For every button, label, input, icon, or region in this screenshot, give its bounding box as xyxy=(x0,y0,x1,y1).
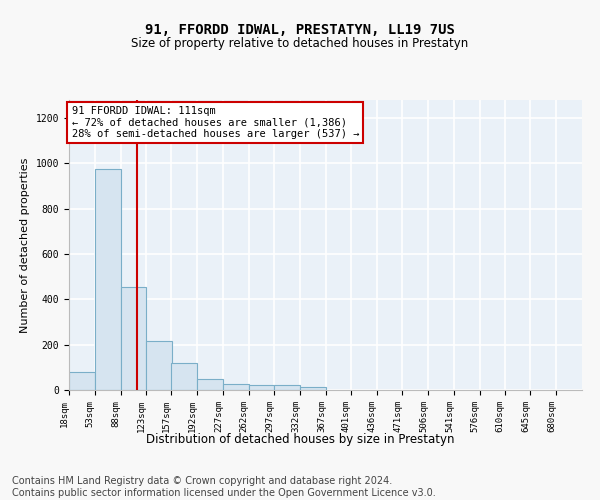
Bar xyxy=(300,388,326,390)
Bar xyxy=(248,385,274,390)
Bar xyxy=(223,384,248,390)
Bar xyxy=(197,380,223,390)
Text: Size of property relative to detached houses in Prestatyn: Size of property relative to detached ho… xyxy=(131,38,469,51)
Text: 91, FFORDD IDWAL, PRESTATYN, LL19 7US: 91, FFORDD IDWAL, PRESTATYN, LL19 7US xyxy=(145,22,455,36)
Bar xyxy=(172,363,197,390)
Text: Contains HM Land Registry data © Crown copyright and database right 2024.
Contai: Contains HM Land Registry data © Crown c… xyxy=(12,476,436,498)
Text: Distribution of detached houses by size in Prestatyn: Distribution of detached houses by size … xyxy=(146,432,454,446)
Bar xyxy=(121,287,146,390)
Bar xyxy=(69,372,95,390)
Y-axis label: Number of detached properties: Number of detached properties xyxy=(20,158,30,332)
Bar xyxy=(95,169,121,390)
Text: 91 FFORDD IDWAL: 111sqm
← 72% of detached houses are smaller (1,386)
28% of semi: 91 FFORDD IDWAL: 111sqm ← 72% of detache… xyxy=(71,106,359,139)
Bar xyxy=(146,342,172,390)
Bar xyxy=(274,386,300,390)
